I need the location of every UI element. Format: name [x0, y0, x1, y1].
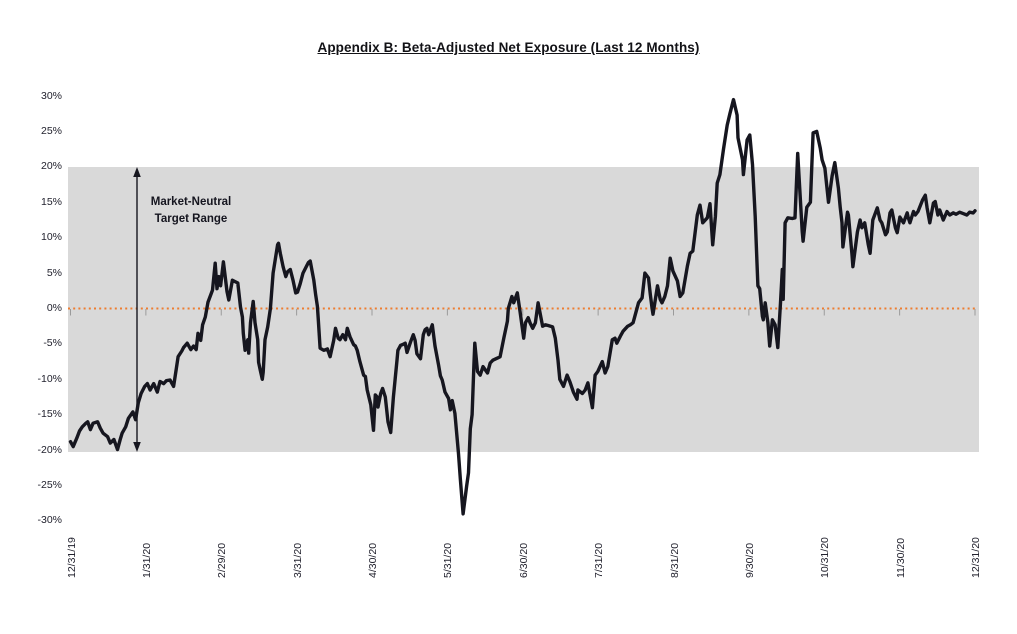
arrow-up-icon: [133, 167, 141, 177]
x-axis-label: 5/31/20: [442, 542, 455, 578]
y-axis-label: -5%: [43, 337, 62, 350]
x-axis-label: 2/29/20: [216, 542, 229, 578]
x-axis-label: 12/31/19: [65, 537, 78, 578]
x-axis-label: 8/31/20: [668, 542, 681, 578]
y-axis-label: 0%: [46, 302, 62, 314]
x-axis-label: 10/31/20: [819, 537, 832, 578]
chart-title: Appendix B: Beta-Adjusted Net Exposure (…: [317, 40, 700, 55]
x-axis-ticks: [70, 309, 976, 316]
target-range-arrow: [133, 167, 141, 452]
y-axis-label: 15%: [40, 195, 62, 208]
y-axis-label: 10%: [40, 231, 62, 244]
y-axis-label: -20%: [37, 443, 62, 456]
y-axis-label: -30%: [37, 514, 62, 527]
y-axis-label: 30%: [40, 89, 62, 102]
y-axis-label: -10%: [37, 372, 62, 385]
y-axis-label: 20%: [40, 160, 62, 173]
x-axis-label: 11/30/20: [894, 537, 907, 578]
x-axis-label: 6/30/20: [517, 542, 530, 578]
arrow-down-icon: [133, 442, 141, 452]
x-axis-label: 1/31/20: [140, 542, 153, 578]
annotation-line-1: Market-Neutral: [150, 196, 232, 208]
x-axis-label: 3/31/20: [291, 542, 304, 578]
y-axis-label: -15%: [37, 408, 62, 421]
y-axis-label: -25%: [37, 479, 62, 492]
y-axis-label: 5%: [46, 266, 62, 279]
x-axis-label: 12/31/20: [970, 537, 982, 578]
annotation-line-2: Target Range: [154, 213, 228, 226]
target-range-annotation: Market-Neutral Target Range: [128, 194, 254, 229]
y-axis-label: 25%: [40, 124, 62, 137]
x-axis-label: 7/31/20: [593, 542, 606, 578]
net-exposure-series-line: [68, 97, 977, 516]
x-axis-label: 9/30/20: [743, 542, 756, 578]
x-axis-label: 4/30/20: [367, 542, 379, 578]
